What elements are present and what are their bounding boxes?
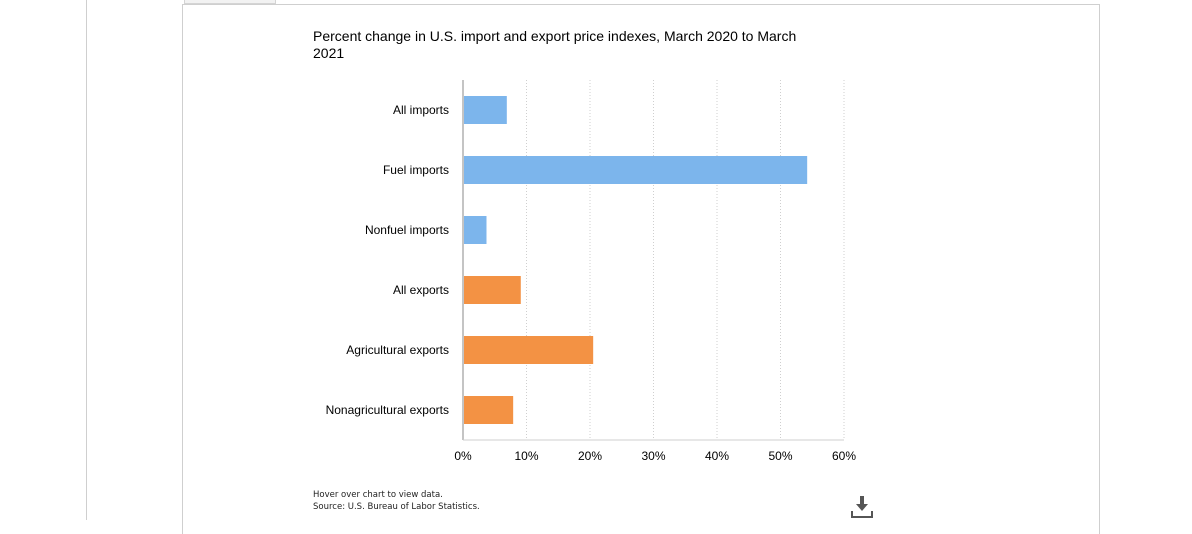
bar-chart[interactable]: All imports Fuel imports Nonfuel imports Al… (0, 0, 1192, 520)
tick-label-20: 20% (578, 449, 602, 463)
bar-agricultural-exports[interactable] (464, 336, 594, 364)
download-button[interactable] (849, 494, 875, 520)
category-label-nonfuel-imports: Nonfuel imports (365, 223, 449, 237)
bar-nonagricultural-exports[interactable] (464, 396, 514, 424)
tick-label-10: 10% (514, 449, 538, 463)
page-left-border (86, 0, 87, 520)
tick-label-60: 60% (832, 449, 856, 463)
bar-all-exports[interactable] (464, 276, 521, 304)
chart-title: Percent change in U.S. import and export… (313, 28, 797, 61)
chart-footnote: Hover over chart to view data. Source: U… (313, 489, 480, 513)
grid-lines (526, 80, 845, 440)
x-axis-tick-labels: 0% 10% 20% 30% 40% 50% 60% (454, 449, 856, 463)
chart-container (182, 4, 1100, 534)
tick-label-30: 30% (641, 449, 665, 463)
bar-fuel-imports[interactable] (464, 156, 808, 184)
tab-stub[interactable] (184, 0, 276, 4)
tick-label-40: 40% (705, 449, 729, 463)
source-note: Source: U.S. Bureau of Labor Statistics. (313, 502, 480, 512)
category-label-fuel-imports: Fuel imports (383, 163, 449, 177)
tick-label-0: 0% (454, 449, 472, 463)
category-labels: All imports Fuel imports Nonfuel imports Al… (326, 103, 449, 417)
bar-nonfuel-imports[interactable] (464, 216, 487, 244)
bar-all-imports[interactable] (464, 96, 507, 124)
bars[interactable] (464, 96, 808, 424)
download-icon (851, 496, 873, 518)
tick-label-50: 50% (768, 449, 792, 463)
category-label-all-imports: All imports (393, 103, 449, 117)
category-label-all-exports: All exports (393, 283, 449, 297)
category-label-agricultural-exports: Agricultural exports (346, 343, 449, 357)
category-label-nonagricultural-exports: Nonagricultural exports (326, 403, 449, 417)
hover-hint: Hover over chart to view data. (313, 490, 443, 500)
